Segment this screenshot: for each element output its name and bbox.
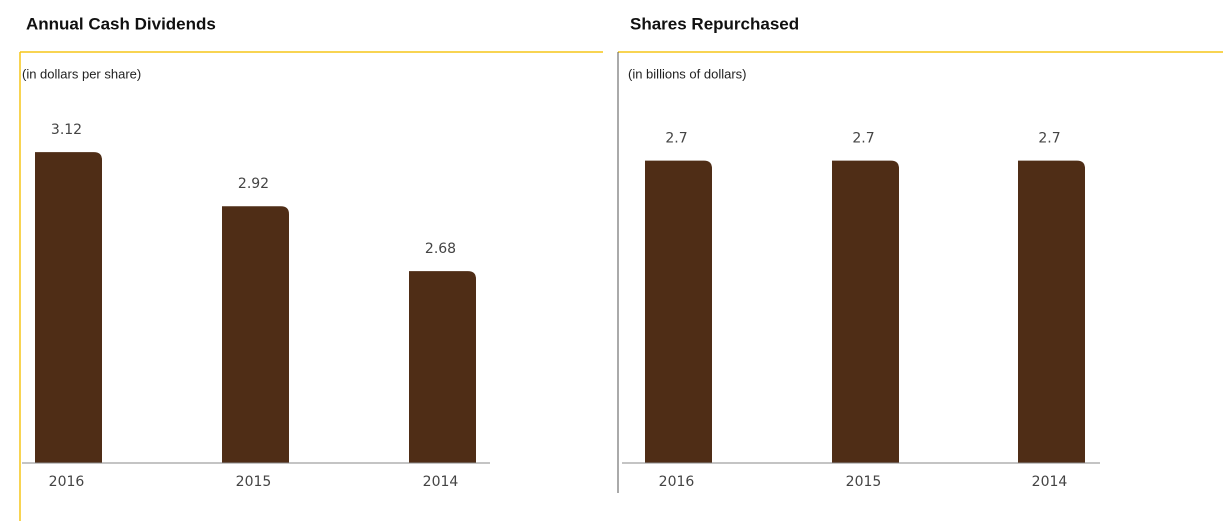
value-label: 2.7 — [665, 131, 687, 147]
chart-title: Shares Repurchased — [630, 14, 799, 33]
chart-subtitle: (in dollars per share) — [22, 66, 141, 81]
value-label: 3.12 — [51, 122, 82, 138]
chart-title: Annual Cash Dividends — [26, 14, 216, 33]
x-tick-label: 2016 — [659, 474, 695, 490]
bar — [222, 206, 289, 463]
bar — [832, 160, 899, 463]
value-label: 2.68 — [425, 241, 456, 257]
x-tick-label: 2015 — [236, 474, 272, 490]
bar — [35, 152, 102, 463]
chart-subtitle: (in billions of dollars) — [628, 66, 747, 81]
x-tick-label: 2014 — [423, 474, 459, 490]
bar — [645, 160, 712, 463]
value-label: 2.7 — [1038, 131, 1060, 147]
x-tick-label: 2016 — [49, 474, 85, 490]
x-tick-label: 2015 — [846, 474, 882, 490]
bar — [1018, 160, 1085, 463]
value-label: 2.92 — [238, 176, 269, 192]
x-tick-label: 2014 — [1032, 474, 1068, 490]
bar — [409, 271, 476, 463]
value-label: 2.7 — [852, 131, 874, 147]
